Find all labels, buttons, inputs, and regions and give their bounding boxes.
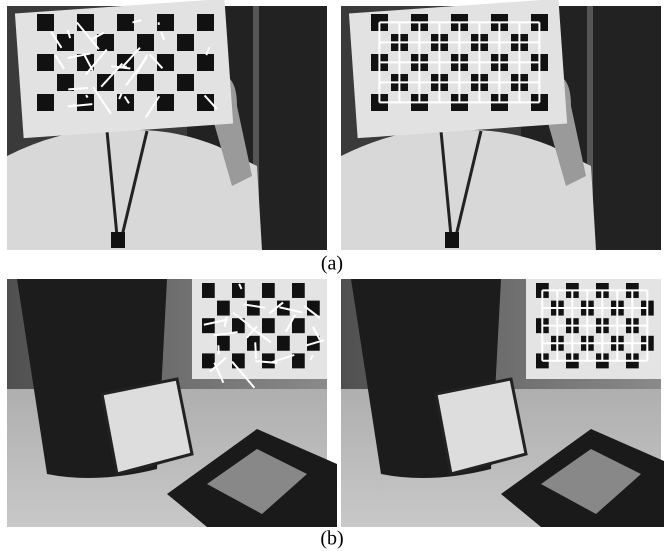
photo [341,0,661,250]
checker-square [262,283,275,298]
checker-square [202,318,215,333]
detected-line [68,88,88,89]
figure: (a) (b) [0,0,664,551]
caption: (b) [320,528,343,550]
checker-square [177,74,194,91]
checker-square [57,34,74,51]
badge [111,232,125,248]
checker-square [262,318,275,333]
badge [445,232,459,248]
caption: (a) [321,253,343,275]
checker-square [277,336,290,351]
checker-square [157,54,174,71]
photo [7,279,337,527]
checker-square [177,34,194,51]
photo [7,0,327,250]
checker-square [197,54,214,71]
checker-square [217,301,230,316]
checker-square [37,94,54,111]
checker-square [202,283,215,298]
detected-line [255,342,256,358]
checker-square [37,54,54,71]
checker-square [97,34,114,51]
checker-square [247,301,260,316]
checker-square [202,353,215,368]
checker-square [77,14,94,31]
detected-line [118,67,127,68]
checker-square [77,94,94,111]
checker-square [292,318,305,333]
checker-square [197,14,214,31]
detected-line [86,95,87,98]
checker-square [232,283,245,298]
photo [341,279,664,527]
checker-square [37,14,54,31]
checker-square [292,283,305,298]
checker-square [117,14,134,31]
checker-square [232,353,245,368]
checker-square [247,336,260,351]
checker-square [137,74,154,91]
